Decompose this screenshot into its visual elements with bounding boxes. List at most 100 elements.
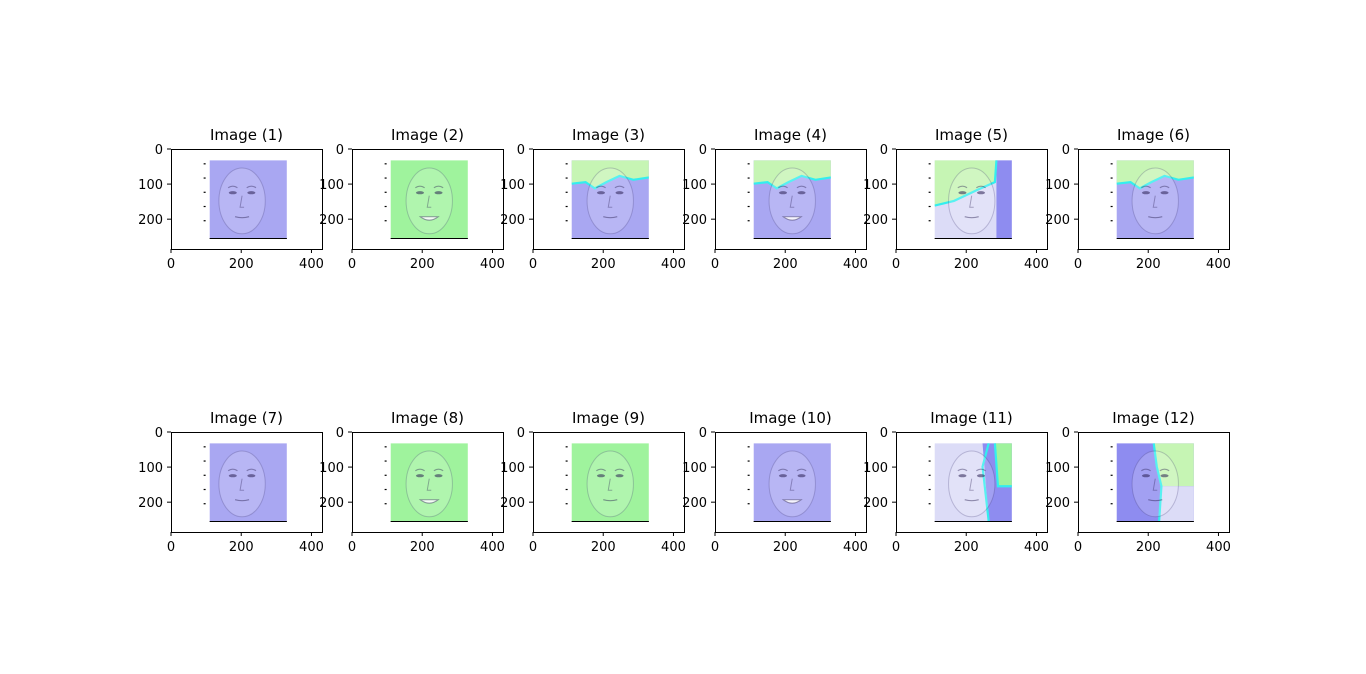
edge-mark — [203, 163, 206, 165]
region-green — [994, 443, 1012, 487]
face-outline — [768, 450, 816, 518]
boundary-line — [993, 443, 1012, 488]
edge-mark — [928, 177, 931, 179]
right-eye — [1160, 474, 1169, 478]
y-tick-label: 100 — [863, 461, 888, 476]
edge-mark — [384, 488, 387, 491]
subplot-title: Image (6) — [1117, 126, 1190, 144]
x-tick-label: 400 — [843, 540, 868, 555]
right-eye — [976, 191, 985, 195]
left-brow — [1141, 468, 1151, 472]
left-eye — [228, 474, 237, 478]
mouth — [964, 216, 979, 219]
x-tick-label: 400 — [843, 257, 868, 272]
edge-mark — [384, 177, 387, 179]
y-tick-label: 100 — [682, 461, 707, 476]
edge-mark — [203, 191, 206, 193]
edge-mark — [203, 503, 206, 505]
overlay-regions — [934, 443, 1012, 522]
axes-frame — [171, 432, 323, 533]
y-tick-label: 200 — [1045, 496, 1070, 511]
x-tick-label: 0 — [167, 540, 175, 555]
region-blue — [209, 443, 287, 522]
left-eye — [958, 474, 967, 478]
nose — [239, 478, 245, 491]
axes-frame — [715, 432, 867, 533]
y-tick-label: 200 — [682, 213, 707, 228]
region-green — [571, 160, 649, 189]
axes-frame — [896, 432, 1048, 533]
right-brow — [433, 185, 444, 189]
edge-mark — [928, 460, 931, 462]
mouth — [964, 499, 979, 502]
x-tick-label: 400 — [480, 257, 505, 272]
face-outline — [768, 167, 816, 235]
subplot-title: Image (11) — [930, 409, 1013, 427]
nose — [426, 478, 432, 491]
right-brow — [246, 468, 257, 472]
subplot-10: Image (10) 0 200 400 0 100 200 — [682, 409, 868, 555]
image-content — [747, 443, 831, 522]
x-tick-label: 200 — [591, 540, 616, 555]
overlay-regions — [209, 443, 287, 522]
edge-mark — [203, 177, 206, 179]
x-tick-label: 400 — [1206, 540, 1231, 555]
y-tick-label: 100 — [1045, 178, 1070, 193]
subplot-4: Image (4) 0 200 400 0 100 200 — [682, 126, 868, 272]
left-brow — [596, 468, 606, 472]
right-brow — [1159, 185, 1170, 189]
y-tick-label: 0 — [336, 143, 344, 158]
boundary-line — [753, 174, 831, 190]
edge-mark — [1110, 503, 1113, 505]
subplot-title: Image (12) — [1112, 409, 1195, 427]
nose — [969, 478, 974, 491]
face-outline — [1131, 450, 1179, 518]
x-tick-label: 200 — [954, 540, 979, 555]
left-brow — [596, 185, 606, 189]
mouth — [234, 216, 250, 219]
y-tick-label: 100 — [138, 461, 163, 476]
edge-mark — [565, 205, 568, 208]
boundary-line — [571, 174, 649, 190]
mouth — [418, 499, 440, 504]
edge-mark — [565, 460, 568, 462]
subplot-9: Image (9) 0 200 400 0 100 200 — [500, 409, 686, 555]
image-content — [203, 443, 287, 522]
mouth — [781, 499, 803, 504]
subplot-7: Image (7) 0 200 400 0 100 200 — [138, 409, 324, 555]
mouth — [1148, 499, 1163, 502]
x-tick-label: 400 — [299, 257, 324, 272]
region-green — [390, 160, 468, 239]
edge-mark — [1110, 177, 1113, 179]
subplot-title: Image (2) — [391, 126, 464, 144]
right-eye — [247, 474, 256, 478]
mouth — [781, 216, 803, 221]
x-tick-label: 0 — [348, 540, 356, 555]
axes-frame — [896, 149, 1048, 250]
image-content — [203, 160, 287, 239]
edge-mark — [565, 163, 568, 165]
y-tick-label: 200 — [138, 496, 163, 511]
y-tick-label: 0 — [1062, 143, 1070, 158]
left-eye — [596, 191, 605, 195]
x-tick-label: 200 — [410, 540, 435, 555]
y-tick-label: 0 — [517, 143, 525, 158]
right-brow — [433, 468, 444, 472]
y-tick-label: 200 — [319, 496, 344, 511]
x-tick-label: 200 — [410, 257, 435, 272]
nose — [1152, 478, 1158, 491]
edge-mark — [1110, 163, 1113, 165]
y-tick-label: 200 — [863, 213, 888, 228]
edge-mark — [928, 163, 931, 165]
subplot-title: Image (8) — [391, 409, 464, 427]
overlay-regions — [209, 160, 287, 239]
subplot-3: Image (3) 0 200 400 0 100 200 — [500, 126, 686, 272]
right-brow — [796, 185, 807, 189]
subplot-title: Image (4) — [754, 126, 827, 144]
right-brow — [1159, 468, 1170, 472]
edge-mark — [747, 474, 750, 476]
edge-mark — [928, 191, 931, 193]
mouth — [418, 216, 440, 221]
image-content — [1110, 443, 1194, 522]
